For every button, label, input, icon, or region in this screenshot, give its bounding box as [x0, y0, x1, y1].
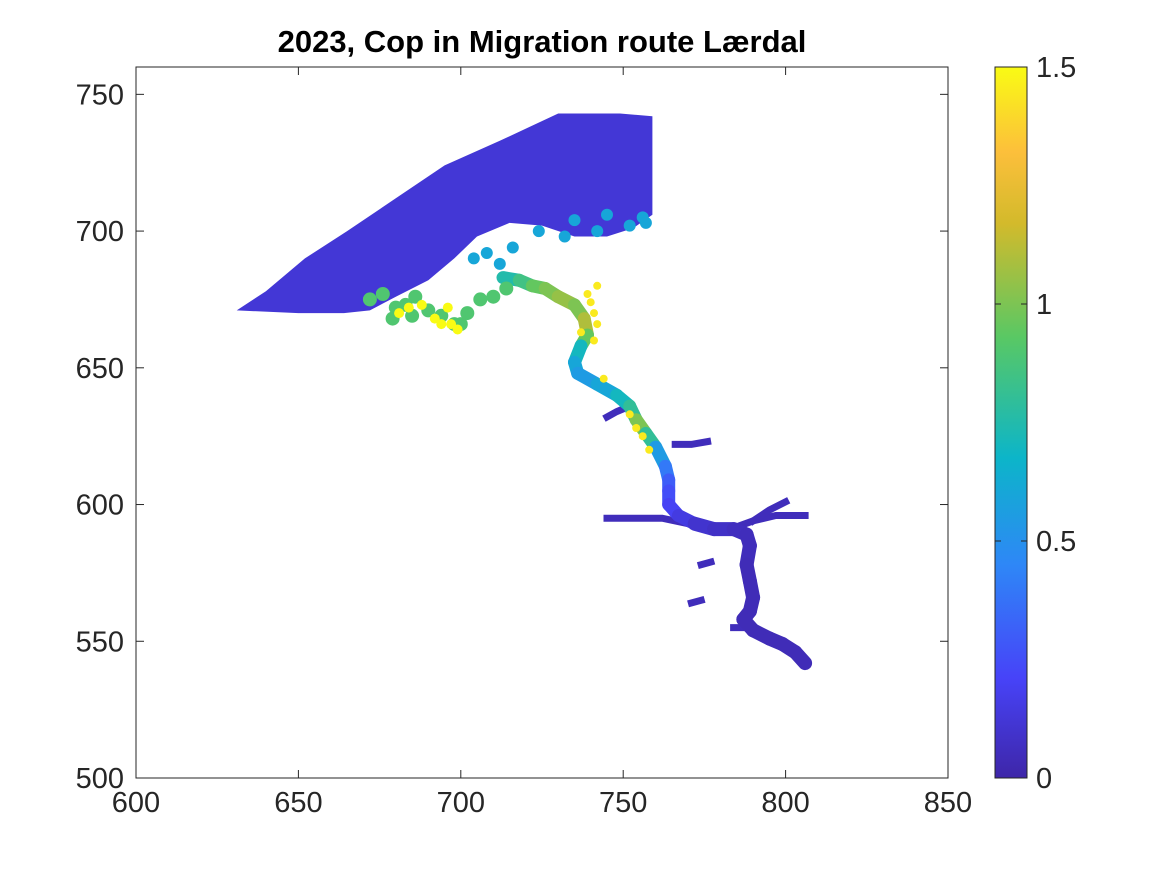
y-tick-label: 650 [76, 353, 124, 385]
shore-high-patch [403, 302, 414, 313]
shore-high-patch [436, 319, 447, 330]
plot-frame [135, 66, 949, 779]
shallow-patch [601, 208, 613, 221]
x-tick-label: 700 [437, 787, 485, 819]
shore-patch [499, 281, 514, 296]
shallow-patch [493, 257, 506, 270]
plot-area [136, 67, 948, 778]
channel-edge-high [625, 410, 634, 419]
channel-edge-high [590, 309, 598, 318]
shore-patch [408, 289, 423, 304]
shallow-patch [558, 230, 571, 243]
shore-patch [473, 292, 488, 307]
heatmap-layer [236, 113, 813, 671]
shore-high-patch [442, 302, 453, 313]
colorbar-gradient [994, 66, 1028, 779]
colorbar-tick-label: 0 [1036, 763, 1052, 795]
shallow-patch [467, 252, 480, 265]
channel-edge-high [638, 432, 647, 441]
channel-edge-high [577, 328, 585, 337]
channel-edge-high [593, 320, 602, 329]
shallow-patch [532, 225, 545, 238]
shore-patch [375, 287, 390, 301]
channel-edge-high [583, 290, 592, 298]
y-tick-label: 750 [76, 79, 124, 111]
shallow-patch [506, 241, 519, 254]
shore-patch [486, 289, 501, 304]
x-axis: 600 650 700 750 800 850 [112, 67, 972, 819]
shallow-patch [623, 219, 636, 232]
y-tick-label: 500 [76, 763, 124, 795]
shallow-patch [591, 225, 604, 238]
shore-high-patch [452, 324, 463, 335]
fjord-branch [687, 595, 706, 608]
channel-segment [788, 645, 813, 671]
channel-edge-high [645, 445, 654, 454]
x-tick-label: 800 [761, 787, 809, 819]
colorbar-tick-label: 1 [1036, 289, 1052, 321]
channel-edge-high [590, 336, 598, 345]
shallow-patch [480, 247, 493, 259]
x-tick-label: 850 [924, 787, 972, 819]
colorbar-tick-label: 0.5 [1036, 526, 1076, 558]
colorbar-ticks: 0 0.5 1 1.5 [995, 52, 1076, 795]
y-tick-label: 600 [76, 490, 124, 522]
shallow-patch [639, 216, 652, 229]
shore-high-patch [394, 308, 405, 319]
fjord-branch [696, 557, 716, 570]
fjord-branch [748, 497, 791, 526]
shore-patch [362, 292, 377, 307]
x-tick-label: 650 [274, 787, 322, 819]
shore-high-patch [416, 299, 427, 310]
x-tick-label: 750 [599, 787, 647, 819]
shallow-patch [568, 214, 581, 227]
channel-edge-high [599, 374, 608, 383]
y-tick-label: 700 [76, 216, 124, 248]
y-tick-label: 550 [76, 626, 124, 658]
y-axis: 500 550 600 650 700 750 [76, 79, 948, 795]
chart-title: 2023, Cop in Migration route Lærdal [278, 24, 807, 59]
x-tick-label: 600 [112, 787, 160, 819]
outer-fjord-area [236, 113, 653, 314]
channel-edge-high [593, 281, 602, 290]
fjord-branch [671, 437, 712, 448]
shore-patch [460, 306, 475, 321]
channel-edge-high [632, 424, 641, 432]
colorbar-tick-label: 1.5 [1036, 52, 1076, 84]
channel-edge-high [586, 298, 595, 307]
colorbar: 0 0.5 1 1.5 [994, 52, 1076, 795]
